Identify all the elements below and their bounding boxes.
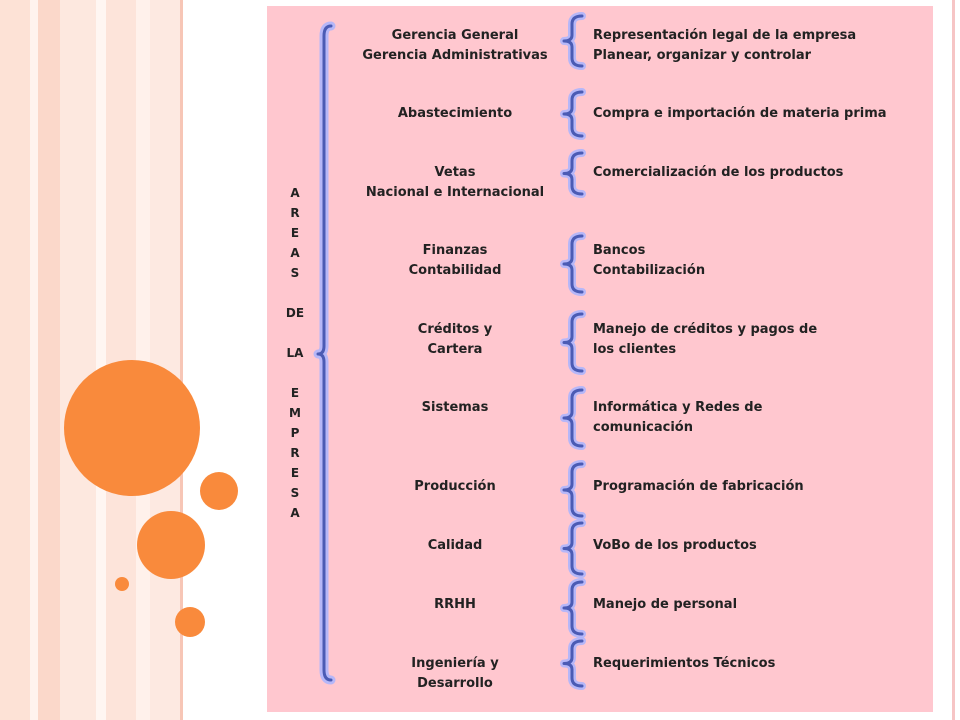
area-name-line: Cartera xyxy=(427,342,483,357)
decorative-circle-tiny xyxy=(115,577,129,591)
area-function: Informática y Redes de comunicación xyxy=(593,398,923,438)
decorative-circle-small xyxy=(175,607,205,637)
area-name: Sistemas xyxy=(355,398,555,418)
row-bracket xyxy=(562,14,584,68)
area-name: RRHH xyxy=(355,595,555,615)
area-function-line: Representación legal de la empresa xyxy=(593,28,857,43)
vertical-label-char: A xyxy=(290,186,300,200)
vertical-label-char: M xyxy=(289,406,301,420)
decorative-circle-medium xyxy=(137,511,205,579)
row-bracket xyxy=(562,312,584,373)
bracket-layer xyxy=(313,12,586,690)
main-bracket xyxy=(316,24,333,682)
area-function-line: Programación de fabricación xyxy=(593,479,804,494)
stripe xyxy=(96,0,106,720)
org-areas-diagram: A R E A S DE LA E M P R E S A Gerencia General Gerenci… xyxy=(267,6,933,712)
area-function-line: Requerimientos Técnicos xyxy=(593,656,776,671)
area-name-line: Vetas xyxy=(434,165,476,180)
area-name: Calidad xyxy=(355,536,555,556)
vertical-label-char: DE xyxy=(285,306,305,320)
area-name-line: Finanzas xyxy=(422,243,488,258)
area-name-line: Producción xyxy=(414,479,496,494)
row-bracket xyxy=(562,90,584,138)
area-name-line: Gerencia Administrativas xyxy=(362,48,548,63)
area-function-line: Bancos xyxy=(593,243,646,258)
row-bracket xyxy=(562,462,584,518)
area-function-line: Manejo de personal xyxy=(593,597,738,612)
area-name-line: Desarrollo xyxy=(417,676,493,691)
area-function-line: Planear, organizar y controlar xyxy=(593,48,812,63)
area-function-line: Manejo de créditos y pagos de xyxy=(593,322,818,337)
area-name-line: RRHH xyxy=(434,597,476,612)
area-name-line: Créditos y xyxy=(417,322,493,337)
vertical-label-char: S xyxy=(290,486,300,500)
decorative-right-line xyxy=(952,0,955,720)
area-function-line: Comercialización de los productos xyxy=(593,165,844,180)
stripe xyxy=(30,0,38,720)
stripe xyxy=(150,0,180,720)
decorative-stripes xyxy=(0,0,184,720)
area-function: VoBo de los productos xyxy=(593,536,923,556)
vertical-label-char: R xyxy=(290,446,300,460)
area-name-line: Calidad xyxy=(427,538,483,553)
vertical-label-char: E xyxy=(290,226,300,240)
area-function: Representación legal de la empresa Planea… xyxy=(593,26,923,66)
area-name: Ingeniería y Desarrollo xyxy=(355,654,555,694)
area-name: Abastecimiento xyxy=(355,104,555,124)
area-name-line: Gerencia General xyxy=(391,28,519,43)
area-function-line: comunicación xyxy=(593,420,693,435)
area-function: Programación de fabricación xyxy=(593,477,923,497)
stripe xyxy=(0,0,30,720)
area-name-line: Contabilidad xyxy=(408,263,502,278)
area-function-line: Compra e importación de materia prima xyxy=(593,106,887,121)
area-function: Bancos Contabilización xyxy=(593,241,923,281)
area-name: Producción xyxy=(355,477,555,497)
area-function-line: VoBo de los productos xyxy=(593,538,757,553)
vertical-label-char: LA xyxy=(286,346,304,360)
area-function-line: los clientes xyxy=(593,342,677,357)
vertical-label-char: A xyxy=(290,246,300,260)
row-bracket xyxy=(562,521,584,576)
area-name: Finanzas Contabilidad xyxy=(355,241,555,281)
stripe-edge xyxy=(180,0,183,720)
area-name-line: Ingeniería y xyxy=(411,656,499,671)
area-name: Créditos y Cartera xyxy=(355,320,555,360)
row-bracket xyxy=(562,580,584,636)
vertical-label-char: E xyxy=(290,386,300,400)
row-bracket xyxy=(562,639,584,688)
area-function: Comercialización de los productos xyxy=(593,163,923,183)
area-function-line: Contabilización xyxy=(593,263,706,278)
vertical-label-char: P xyxy=(290,426,300,440)
stripe xyxy=(60,0,96,720)
area-function: Manejo de créditos y pagos de los cliente… xyxy=(593,320,923,360)
area-name: Vetas Nacional e Internacional xyxy=(355,163,555,203)
row-bracket xyxy=(562,388,584,448)
vertical-label-char: A xyxy=(290,506,300,520)
area-name-line: Nacional e Internacional xyxy=(365,185,545,200)
area-function-line: Informática y Redes de xyxy=(593,400,763,415)
decorative-circle-small xyxy=(200,472,238,510)
vertical-label-char: S xyxy=(290,266,300,280)
stripe xyxy=(38,0,60,720)
decorative-circle-large xyxy=(64,360,200,496)
area-function: Compra e importación de materia prima xyxy=(593,104,923,124)
vertical-label-areas-de-la-empresa: A R E A S DE LA E M P R E S A xyxy=(267,6,323,712)
area-function: Manejo de personal xyxy=(593,595,923,615)
row-bracket xyxy=(562,234,584,294)
vertical-label-char: E xyxy=(290,466,300,480)
vertical-label-char: R xyxy=(290,206,300,220)
area-name-line: Sistemas xyxy=(421,400,489,415)
area-name: Gerencia General Gerencia Administrativas xyxy=(355,26,555,66)
row-bracket xyxy=(562,151,584,196)
area-function: Requerimientos Técnicos xyxy=(593,654,923,674)
area-name-line: Abastecimiento xyxy=(397,106,513,121)
